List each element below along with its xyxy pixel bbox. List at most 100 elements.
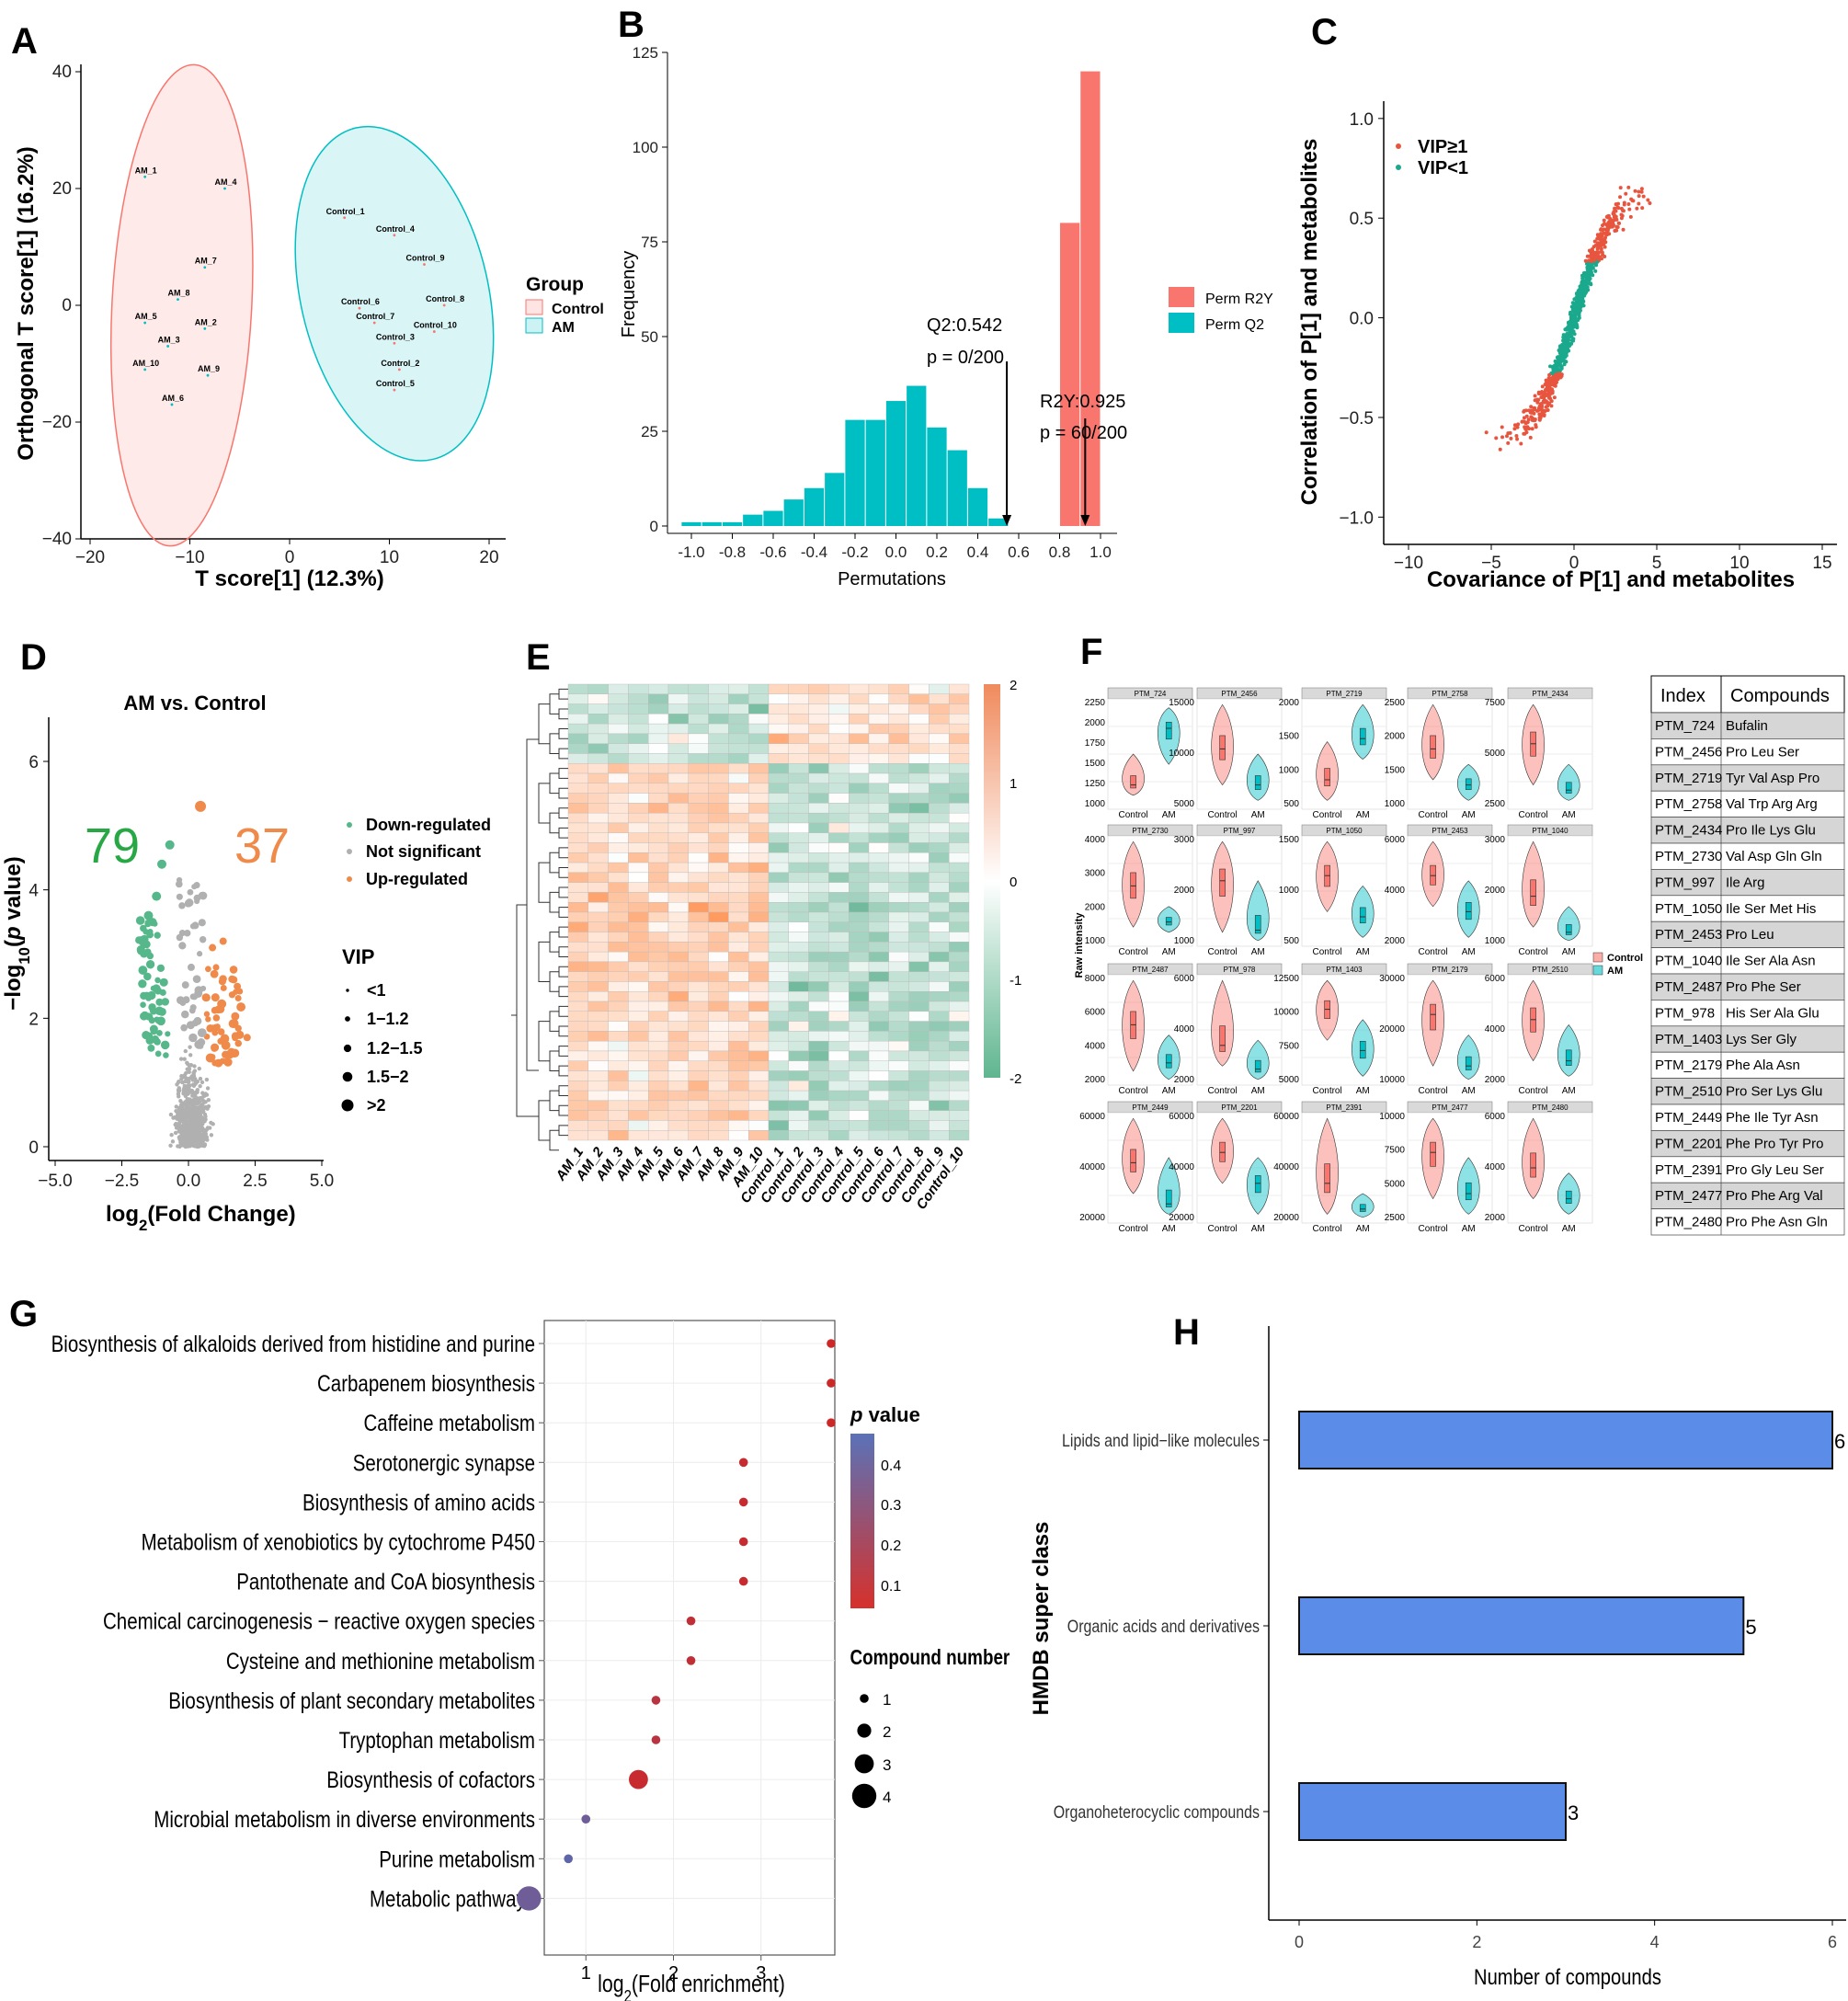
metabolite-point [1562, 349, 1567, 354]
heatmap-cell [608, 783, 629, 794]
heatmap-cell [868, 803, 889, 814]
heatmap-cell [728, 961, 749, 972]
volcano-point [179, 999, 187, 1006]
table-row [1650, 842, 1845, 870]
heatmap-cell [587, 1090, 609, 1102]
heatmap-cell [868, 1011, 889, 1022]
pathway-label: Purine metabolism [379, 1846, 535, 1871]
y-tick-label: 2000 [1085, 902, 1106, 912]
heatmap-cell [768, 942, 789, 953]
heatmap-cell [908, 842, 930, 853]
volcano-point [191, 921, 200, 930]
heatmap-cell [567, 832, 588, 843]
heatmap-cell [828, 723, 850, 735]
heatmap-cell [788, 981, 809, 992]
volcano-point [181, 1138, 186, 1143]
x-tick-label: Control [1312, 1224, 1341, 1234]
heatmap-cell [748, 1011, 770, 1022]
metabolite-point [1575, 303, 1580, 308]
heatmap-cell [868, 723, 889, 735]
metabolite-point [1562, 362, 1567, 367]
heatmap-cell [608, 1110, 629, 1121]
heatmap-cell [888, 1031, 909, 1042]
metabolite-point [1597, 250, 1602, 255]
metabolite-point [1595, 233, 1600, 237]
x-tick-label: AM [1162, 1086, 1176, 1096]
panel-label-B: B [618, 5, 645, 45]
pathway-label: Cysteine and methionine metabolism [226, 1648, 535, 1674]
vip-size-key [345, 1016, 350, 1022]
metabolite-point [1498, 447, 1502, 452]
heatmap-cell [888, 1050, 909, 1061]
metabolite-point [1547, 372, 1552, 377]
pathway-label: Caffeine metabolism [364, 1410, 535, 1435]
heatmap-cell [728, 902, 749, 913]
volcano-point [196, 951, 203, 957]
down-point [137, 936, 144, 943]
heatmap-cell [628, 1090, 649, 1102]
heatmap-cell [948, 911, 970, 922]
heatmap-cell [587, 882, 609, 893]
heatmap-cell [567, 1110, 588, 1121]
volcano-point [192, 1143, 197, 1148]
heatmap-cell [908, 1090, 930, 1102]
heatmap-cell [708, 723, 729, 735]
heatmap-cell [828, 1031, 850, 1042]
heatmap-cell [808, 862, 829, 874]
heatmap-cell [868, 822, 889, 833]
heatmap-cell [929, 683, 950, 694]
heatmap-cell [788, 921, 809, 932]
heatmap-cell [608, 743, 629, 754]
y-tick-label: 10000 [1379, 1112, 1405, 1122]
box [1359, 1204, 1366, 1212]
volcano-point [178, 942, 187, 950]
metabolite-point [1589, 249, 1593, 254]
heatmap-cell [587, 921, 609, 932]
heatmap-cell [828, 991, 850, 1002]
heatmap-cell [788, 1031, 809, 1042]
down-point [138, 966, 148, 975]
heatmap-cell [908, 772, 930, 784]
metabolite-point [1583, 270, 1588, 275]
y-tick-label: 5000 [1174, 799, 1195, 809]
heatmap-cell [849, 753, 870, 764]
heatmap-cell [567, 1040, 588, 1052]
heatmap-cell [728, 921, 749, 932]
heatmap-cell [708, 714, 729, 725]
heatmap-cell [567, 1031, 588, 1042]
heatmap-cell [667, 971, 689, 982]
heatmap-cell [808, 832, 829, 843]
metabolite-point [1624, 191, 1628, 196]
heatmap-cell [667, 714, 689, 725]
heatmap-cell [788, 763, 809, 774]
heatmap-cell [868, 991, 889, 1002]
y-tick-label: 10000 [1273, 1008, 1299, 1018]
heatmap-cell [667, 1081, 689, 1092]
heatmap-cell [688, 872, 709, 883]
up-point [203, 1011, 211, 1017]
y-tick-label: 1000 [1085, 936, 1106, 946]
vip-legend-label: 1.5−2 [367, 1068, 409, 1086]
heatmap-cell [808, 882, 829, 893]
metabolite-point [1554, 381, 1558, 385]
q2-bar [804, 487, 825, 526]
heatmap-cell [728, 1120, 749, 1131]
heatmap-cell [788, 723, 809, 735]
metabolite-point [1533, 394, 1537, 398]
heatmap-cell [708, 803, 729, 814]
heatmap-cell [888, 971, 909, 982]
heatmap-cell [849, 942, 870, 953]
heatmap-cell [828, 1130, 850, 1141]
heatmap-cell [948, 1000, 970, 1012]
heatmap-cell [868, 1040, 889, 1052]
heatmap-cell [748, 1060, 770, 1071]
heatmap-cell [868, 1090, 889, 1102]
volcano-point [197, 1105, 202, 1110]
heatmap-cell [948, 772, 970, 784]
heatmap-cell [868, 1031, 889, 1042]
score-point [206, 373, 210, 377]
x-tick-label: −20 [75, 548, 105, 567]
volcano-point [211, 1122, 215, 1126]
